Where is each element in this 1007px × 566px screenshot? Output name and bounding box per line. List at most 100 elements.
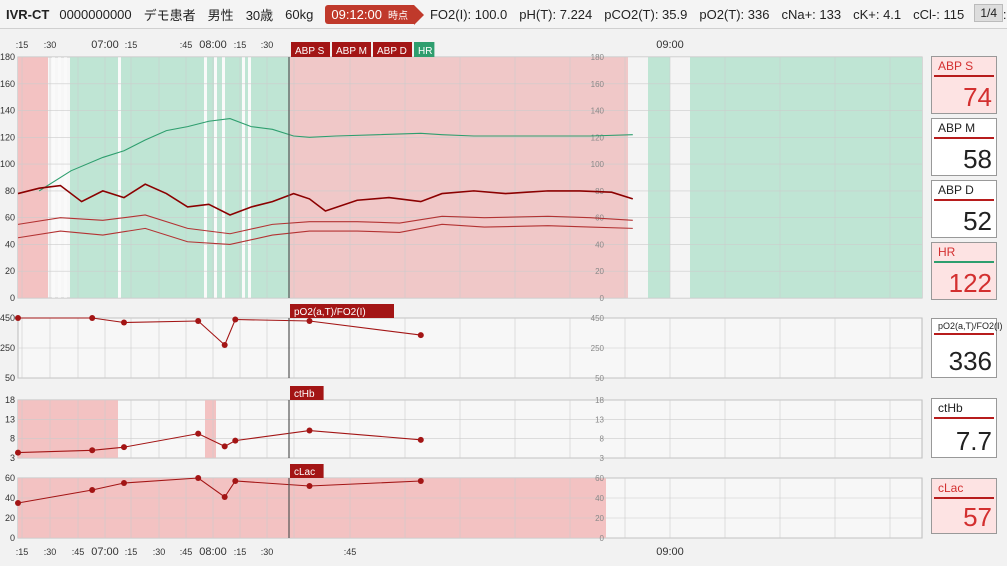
y-tick-label: 60 [5, 213, 15, 223]
normal-band [690, 57, 922, 298]
time-tick-label: :45 [72, 547, 85, 557]
y-tick-label: 40 [5, 239, 15, 249]
y-tick-label: 18 [5, 395, 15, 405]
y-tick-label: 100 [591, 160, 605, 169]
y-tick-label: 120 [0, 132, 15, 142]
gap-stripe [214, 57, 217, 298]
normal-band [648, 57, 670, 298]
series-line-abp-s [17, 183, 634, 216]
pco2-value: pCO2(T): 35.9 [604, 6, 688, 22]
vital-card-abp-d[interactable]: ABP D 52 [931, 180, 997, 238]
data-point [195, 318, 202, 324]
vital-card-label: HR [934, 243, 994, 263]
y-tick-label: 50 [595, 374, 604, 383]
data-point [15, 315, 21, 321]
legend-tag-label: ABP S [295, 46, 325, 57]
panel-label-tag [290, 386, 324, 400]
y-tick-label: 0 [600, 534, 605, 543]
time-tick-label: 08:00 [199, 546, 227, 558]
y-tick-label: 80 [5, 186, 15, 196]
data-point [15, 449, 21, 456]
time-tick-label: :45 [180, 547, 193, 557]
vital-card-label: cLac [934, 479, 994, 499]
vital-card-label: ctHb [934, 399, 994, 419]
data-point [306, 427, 313, 434]
ck-value: cK+: 4.1 [853, 6, 902, 22]
vital-card-value: 52 [963, 206, 992, 236]
y-tick-label: 0 [10, 533, 15, 543]
trend-chart[interactable]: :15:30 07:00:15:45 08:00:15:30 09:00 0 0 20 20 4… [0, 30, 928, 566]
vital-card-label: ABP S [934, 57, 994, 77]
gap-stripe [52, 57, 55, 298]
time-tick-label: 09:00 [656, 546, 684, 558]
fo2-value: FO2(I): 100.0 [429, 6, 508, 22]
data-point [232, 437, 239, 444]
vital-card-hr[interactable]: HR 122 [931, 242, 997, 300]
vital-card-po2-a-t-fo2-i-[interactable]: pO2(a,T)/FO2(I) 336 [931, 318, 1003, 378]
data-point [221, 443, 228, 450]
series-line-hr [38, 118, 633, 192]
data-point [221, 342, 228, 348]
y-tick-label: 450 [0, 313, 15, 323]
gap-band [670, 57, 690, 298]
data-point [89, 315, 96, 321]
time-tick-label: 08:00 [199, 39, 227, 51]
data-point [121, 480, 127, 486]
vital-card-abp-m[interactable]: ABP M 58 [931, 118, 997, 176]
y-tick-label: 100 [0, 159, 15, 169]
y-tick-label: 0 [600, 294, 605, 303]
y-tick-label: 140 [591, 107, 605, 116]
legend-tag-abp-d [373, 42, 412, 57]
time-tick-label: 07:00 [91, 546, 119, 558]
y-tick-label: 20 [595, 514, 604, 523]
data-point [221, 494, 228, 500]
panel-label-tag [290, 464, 324, 478]
time-tick-label: :30 [261, 547, 274, 557]
time-tick-label: :15 [16, 40, 29, 50]
time-tick-label: 07:00 [91, 39, 119, 51]
data-point [89, 487, 96, 493]
y-tick-label: 18 [595, 396, 604, 405]
time-tick-label: :30 [153, 547, 166, 557]
y-tick-label: 60 [595, 474, 604, 483]
series-line-cthb [17, 429, 421, 454]
gap-stripe [242, 57, 245, 298]
gap-stripe [222, 57, 225, 298]
vital-card-value: 74 [963, 82, 992, 112]
legend-tag-label: HR [418, 46, 432, 57]
data-point [15, 500, 21, 506]
legend-tag-abp-m [332, 42, 371, 57]
alarm-band [205, 400, 216, 458]
y-tick-label: 20 [5, 266, 15, 276]
legend-tag-label: ABP M [336, 46, 367, 57]
po2-value: pO2(T): 336 [699, 6, 770, 22]
vital-card-cthb[interactable]: ctHb 7.7 [931, 398, 997, 458]
y-tick-label: 250 [591, 344, 605, 353]
vital-card-value: 57 [963, 502, 992, 532]
y-tick-label: 8 [600, 435, 605, 444]
data-point [417, 332, 424, 339]
vital-card-value: 122 [948, 268, 992, 298]
data-point [417, 436, 424, 443]
y-tick-label: 180 [0, 52, 15, 62]
app-title: IVR-CT [6, 6, 50, 22]
y-tick-label: 20 [595, 267, 604, 276]
current-time-badge[interactable]: 09:12:00 時点 [325, 4, 424, 25]
gap-band [628, 57, 648, 298]
time-tick-label: :30 [44, 547, 57, 557]
patient-name: デモ患者 [143, 7, 196, 23]
time-tick-label: 09:00 [656, 39, 684, 51]
y-tick-label: 40 [595, 494, 604, 503]
patient-weight: 60kg [285, 6, 314, 22]
y-tick-label: 13 [595, 415, 604, 424]
vital-card-label: pO2(a,T)/FO2(I) [934, 319, 1003, 335]
y-tick-label: 160 [591, 80, 605, 89]
vital-card-abp-s[interactable]: ABP S 74 [931, 56, 997, 114]
y-tick-label: 160 [0, 79, 15, 89]
time-tick-label: :30 [261, 40, 274, 50]
vital-card-clac[interactable]: cLac 57 [931, 478, 997, 534]
page-indicator[interactable]: 1/4 [974, 4, 1003, 22]
time-tick-label: :15 [234, 547, 247, 557]
legend-tag-abp-s [291, 42, 330, 57]
